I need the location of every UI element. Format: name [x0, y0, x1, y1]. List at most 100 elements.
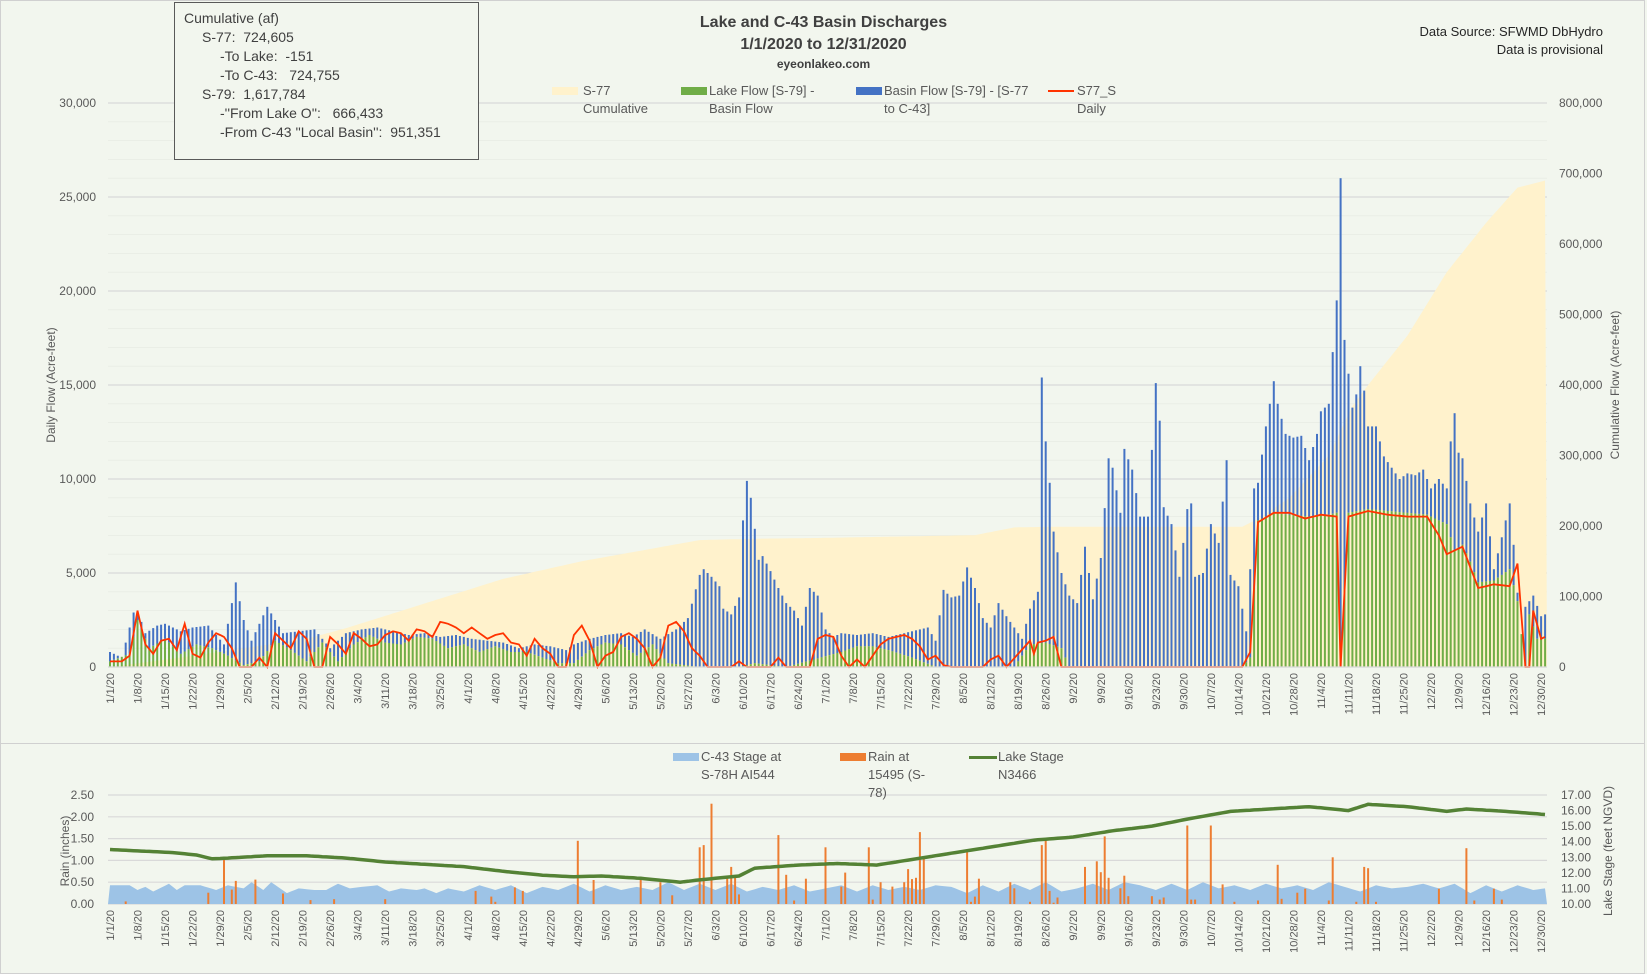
rain-bar [639, 878, 642, 904]
basin-flow-bar [1347, 373, 1350, 513]
lake-flow-bar [360, 639, 363, 667]
lake-flow-bar [132, 636, 135, 667]
basin-flow-bar [1316, 433, 1318, 516]
lake-flow-bar [486, 649, 489, 667]
lake-flow-bar [667, 663, 670, 667]
basin-flow-bar [946, 593, 949, 667]
lake-flow-bar [1430, 516, 1432, 667]
legend-s77-daily: S77_S Daily [1077, 83, 1117, 116]
basin-flow-bar [1202, 573, 1204, 667]
basin-flow-bar [1048, 482, 1051, 644]
basin-flow-bar [1481, 517, 1484, 582]
top-x-tick-label: 10/28/20 [1288, 673, 1300, 716]
basin-flow-bar [156, 625, 159, 644]
rain-bar [918, 832, 921, 904]
basin-flow-bar [1394, 473, 1397, 512]
rain-bar [576, 840, 579, 904]
basin-flow-bar [789, 606, 792, 666]
basin-flow-bar [777, 588, 780, 666]
basin-flow-bar [1473, 517, 1476, 572]
bottom-y-tick-label: 1.50 [71, 832, 95, 846]
basin-flow-bar [1465, 480, 1468, 554]
rain-bar [1465, 848, 1468, 904]
basin-flow-bar [1296, 436, 1299, 516]
basin-flow-bar [364, 628, 367, 638]
basin-flow-bar [848, 634, 851, 650]
basin-flow-bar [915, 630, 917, 660]
lake-flow-bar [112, 659, 115, 667]
lake-flow-bar [859, 646, 862, 667]
rain-bar [903, 882, 906, 904]
rain-bar [1095, 861, 1098, 904]
basin-flow-bar [1477, 531, 1480, 583]
lake-flow-bar [1060, 648, 1063, 667]
basin-flow-bar [1500, 537, 1503, 575]
bottom-x-tick-label: 4/1/20 [463, 910, 475, 941]
lake-flow-bar [1437, 520, 1440, 667]
basin-flow-bar [1308, 460, 1311, 517]
top-x-tick-label: 11/11/20 [1343, 673, 1355, 714]
lake-flow-bar [136, 620, 139, 667]
basin-flow-bar [1261, 454, 1263, 519]
lake-flow-bar [403, 642, 406, 667]
basin-flow-bar [694, 589, 697, 667]
lake-flow-bar [1390, 511, 1393, 667]
basin-flow-bar [683, 621, 685, 666]
top-x-tick-label: 3/4/20 [353, 673, 365, 704]
basin-flow-bar [765, 563, 768, 665]
lake-flow-bar [816, 658, 819, 667]
lake-flow-bar [333, 656, 336, 667]
rain-bar [592, 880, 595, 904]
basin-flow-bar [749, 497, 752, 665]
bottom-x-tick-label: 7/22/20 [903, 910, 915, 947]
lake-flow-bar [1249, 657, 1252, 667]
basin-flow-bar [1084, 546, 1086, 667]
top-y2-tick-label: 200,000 [1559, 519, 1603, 533]
basin-flow-bar [1205, 548, 1208, 667]
rain-bar [777, 835, 780, 904]
basin-flow-bar [368, 628, 371, 636]
basin-flow-bar [289, 632, 292, 651]
basin-flow-bar [541, 645, 544, 658]
top-x-tick-label: 6/24/20 [793, 673, 805, 710]
rain-bar [1367, 868, 1370, 904]
rain-bar [698, 847, 701, 904]
bottom-y2-tick-label: 12.00 [1561, 866, 1591, 880]
top-x-tick-label: 11/18/20 [1371, 673, 1383, 715]
basin-flow-bar [517, 648, 520, 652]
basin-flow-bar [285, 632, 288, 648]
data-source-note: Data Source: SFWMD DbHydro [1419, 24, 1604, 39]
basin-flow-bar [175, 629, 178, 651]
lake-flow-bar [549, 660, 552, 667]
rain-bar [671, 895, 674, 904]
lake-flow-bar [663, 658, 666, 667]
basin-flow-bar [403, 634, 406, 643]
lake-flow-bar [1520, 634, 1523, 667]
basin-flow-bar [1052, 531, 1055, 646]
basin-flow-bar [325, 643, 328, 648]
basin-flow-bar [1437, 479, 1440, 521]
lake-flow-bar [341, 657, 343, 667]
rain-bar [1473, 900, 1476, 904]
lake-flow-bar [179, 653, 182, 667]
rain-bar [207, 892, 210, 904]
basin-flow-bar [207, 625, 210, 648]
basin-flow-bar [588, 638, 591, 651]
lake-flow-bar [431, 638, 434, 667]
lake-flow-bar [651, 644, 654, 667]
basin-flow-bar [124, 642, 127, 656]
lake-flow-bar [903, 655, 906, 667]
basin-flow-bar [922, 628, 925, 663]
lake-flow-bar [852, 647, 855, 667]
top-x-tick-label: 10/14/20 [1233, 673, 1245, 716]
basin-flow-bar [1044, 441, 1047, 643]
top-x-tick-label: 1/15/20 [160, 673, 172, 710]
lake-flow-bar [175, 650, 178, 667]
rain-bar [1304, 888, 1307, 904]
top-x-tick-label: 6/10/20 [738, 673, 750, 710]
basin-flow-bar [1111, 467, 1114, 667]
basin-flow-bar [793, 610, 796, 665]
rain-bar [1355, 901, 1358, 904]
basin-flow-bar [989, 627, 992, 667]
basin-flow-bar [411, 634, 414, 639]
